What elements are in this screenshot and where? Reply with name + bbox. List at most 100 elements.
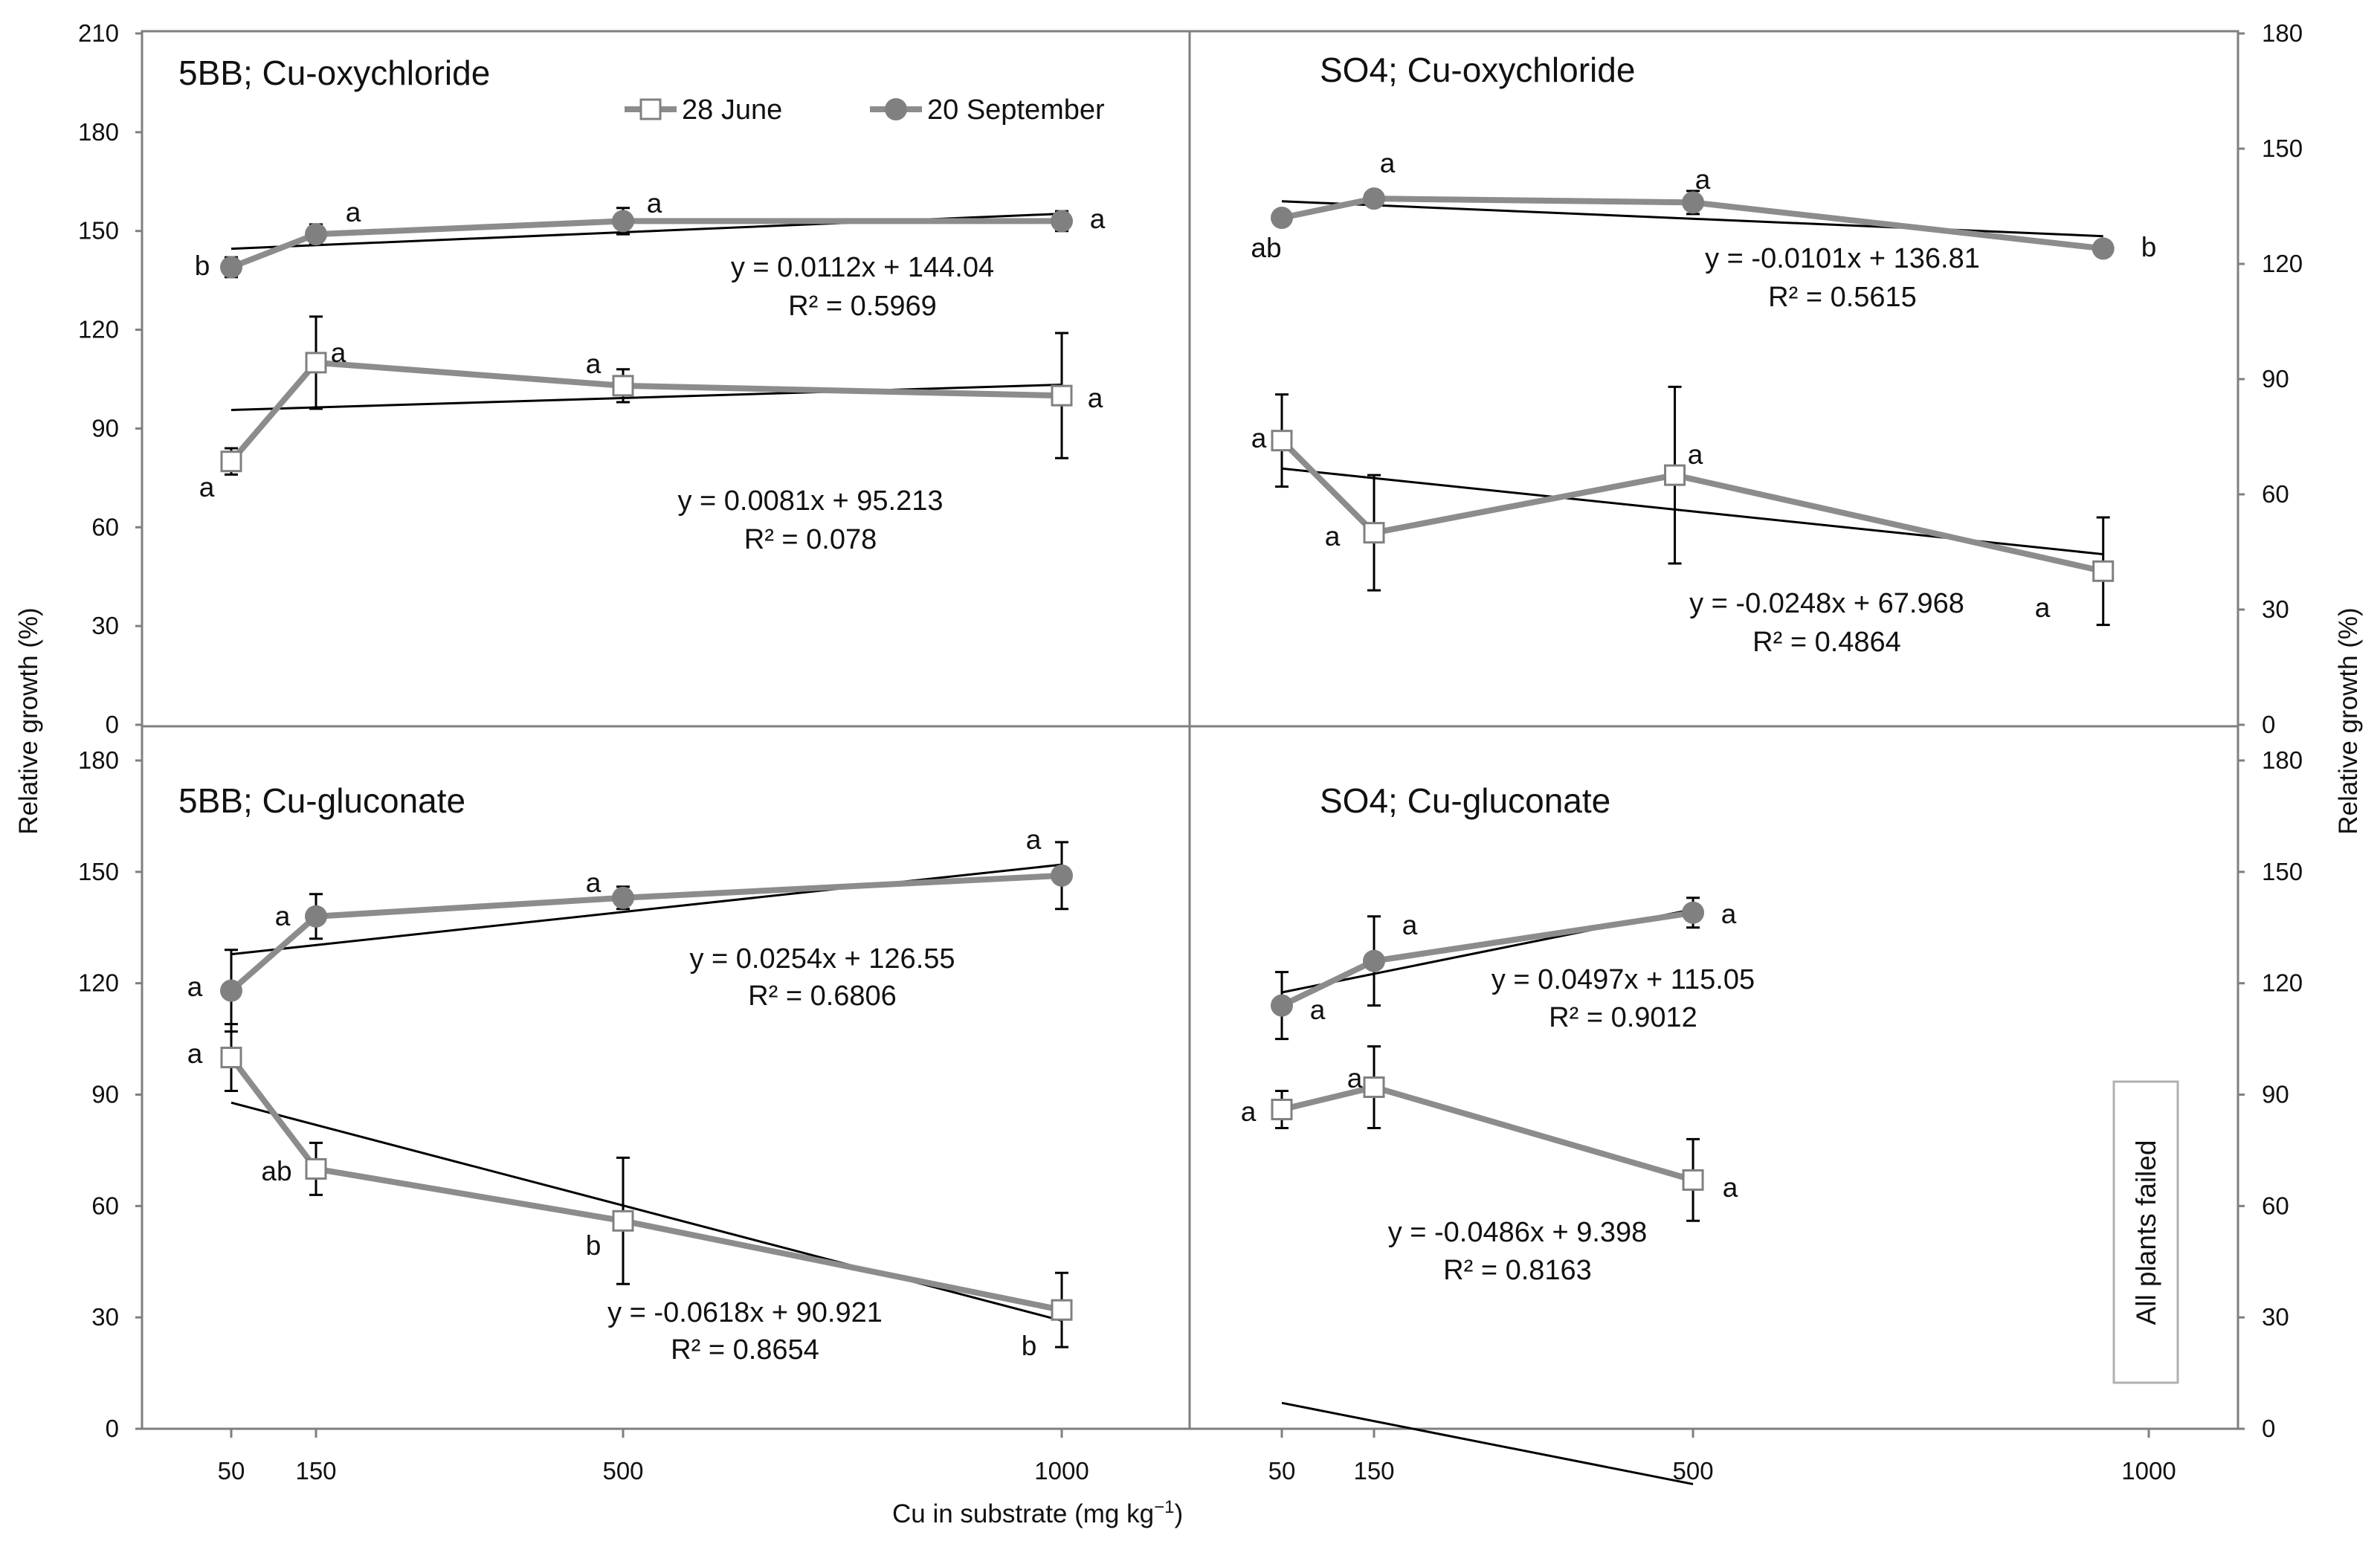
y-tick-label: 60	[2262, 480, 2289, 508]
panel-title-5bb-oxy: 5BB; Cu-oxychloride	[178, 54, 490, 92]
x-tick-label: 500	[1673, 1457, 1714, 1485]
data-point	[220, 450, 242, 473]
y-tick-label: 150	[2262, 858, 2303, 885]
data-point	[612, 375, 634, 397]
legend-sep-label: 20 September	[927, 94, 1105, 126]
y-tick-label: 60	[2262, 1192, 2289, 1219]
data-point	[1271, 1098, 1293, 1120]
trend-line	[230, 383, 1062, 412]
trend-r2: R² = 0.5969	[788, 291, 937, 322]
legend: 28 June 20 September	[625, 94, 1105, 126]
legend-sep-marker	[885, 98, 907, 120]
trend-r2: R² = 0.4864	[1752, 627, 1901, 658]
y-tick-label: 120	[2262, 250, 2303, 277]
y-tick-label: 120	[78, 316, 119, 343]
data-point	[1271, 430, 1293, 452]
data-point	[1664, 464, 1686, 486]
trend-equation: y = 0.0497x + 115.05	[1491, 964, 1755, 995]
y-tick-label: 180	[2262, 746, 2303, 774]
significance-letter: b	[2141, 232, 2157, 262]
data-point	[2092, 237, 2115, 260]
panel-title-so4-glu: SO4; Cu-gluconate	[1320, 781, 1610, 820]
trend-equation: y = -0.0618x + 90.921	[607, 1297, 883, 1328]
significance-letter: a	[1088, 383, 1103, 413]
y-tick-label: 30	[2262, 595, 2289, 623]
data-point	[1051, 210, 1073, 233]
significance-letter: a	[1723, 1172, 1738, 1203]
x-tick-label: 1000	[2121, 1457, 2176, 1485]
trend-equation: y = 0.0112x + 144.04	[731, 252, 994, 283]
significance-letter: a	[586, 868, 602, 898]
x-tick-label: 1000	[1034, 1457, 1089, 1485]
data-point	[305, 1157, 327, 1180]
data-point	[220, 979, 242, 1002]
data-point	[220, 256, 242, 279]
significance-letter: a	[1325, 521, 1341, 552]
trend-equation: y = -0.0248x + 67.968	[1689, 588, 1964, 619]
trend-r2: R² = 0.9012	[1549, 1002, 1697, 1033]
significance-letter: a	[199, 472, 215, 503]
y-tick-label: 150	[78, 858, 119, 885]
panel-frame-so4-glu	[1188, 725, 2239, 1430]
x-tick-label: 500	[602, 1457, 643, 1485]
y-tick-label: 150	[78, 217, 119, 245]
y-tick-label: 30	[2262, 1303, 2289, 1331]
data-point	[1051, 1299, 1073, 1321]
trend-equation: y = -0.0101x + 136.81	[1705, 243, 1980, 274]
legend-june-label: 28 June	[682, 94, 782, 126]
data-point	[1363, 187, 1385, 210]
data-point	[1363, 949, 1385, 972]
series-line	[230, 218, 1062, 271]
data-point	[1682, 1169, 1704, 1191]
x-axis-title: Cu in substrate (mg kg−1)	[892, 1497, 1183, 1529]
data-point	[1051, 384, 1073, 407]
y-axis-title-right: Relative growth (%)	[2334, 607, 2363, 834]
data-point	[1271, 207, 1293, 229]
series-line	[228, 1056, 1062, 1314]
trend-line	[230, 863, 1062, 956]
y-tick-label: 180	[78, 118, 119, 146]
significance-letter: b	[1022, 1331, 1037, 1361]
data-point	[1682, 901, 1705, 924]
legend-june-marker	[639, 98, 662, 120]
data-point	[1271, 994, 1293, 1017]
significance-letter: a	[1310, 995, 1326, 1025]
series-line	[1280, 438, 2104, 575]
y-tick-label: 90	[91, 1081, 119, 1108]
y-tick-label: 30	[91, 1303, 119, 1331]
data-point	[612, 886, 634, 909]
all-plants-failed-box: All plants failed	[2112, 1080, 2179, 1384]
significance-letter: a	[2035, 592, 2051, 623]
significance-letter: ab	[261, 1156, 291, 1186]
data-point	[305, 223, 327, 246]
plot-layer: 0 30 60 90 120 150 180 210 0 30 60 90 120 150 180 0 30 60…	[78, 19, 2303, 1485]
significance-letter: a	[647, 188, 662, 219]
data-point	[2092, 560, 2115, 582]
significance-letter: b	[195, 251, 210, 281]
significance-letter: b	[586, 1230, 602, 1261]
x-tick-label: 50	[1268, 1457, 1296, 1485]
panel-title-so4-oxy: SO4; Cu-oxychloride	[1320, 51, 1635, 89]
significance-letter: a	[586, 349, 602, 379]
y-tick-label: 150	[2262, 135, 2303, 162]
y-tick-label: 0	[2262, 1415, 2275, 1442]
trend-equation: y = -0.0486x + 9.398	[1388, 1217, 1648, 1248]
significance-letter: a	[1241, 1096, 1257, 1127]
data-point	[305, 905, 327, 928]
trend-equation: y = 0.0081x + 95.213	[677, 485, 943, 517]
significance-letter: a	[187, 1039, 203, 1069]
all-plants-failed-label: All plants failed	[2131, 1140, 2161, 1325]
trend-r2: R² = 0.8163	[1443, 1255, 1592, 1286]
trend-r2: R² = 0.8654	[671, 1334, 819, 1366]
data-point	[220, 1047, 242, 1069]
y-tick-label: 180	[2262, 19, 2303, 47]
data-point	[1051, 864, 1073, 887]
significance-letter: a	[1090, 204, 1106, 234]
y-tick-label: 60	[91, 1192, 119, 1219]
series-line	[1281, 196, 2104, 252]
significance-letter: a	[275, 901, 291, 931]
significance-letter: a	[346, 197, 361, 227]
data-point	[305, 352, 327, 374]
trend-r2: R² = 0.6806	[748, 981, 897, 1012]
data-point	[1363, 522, 1385, 544]
